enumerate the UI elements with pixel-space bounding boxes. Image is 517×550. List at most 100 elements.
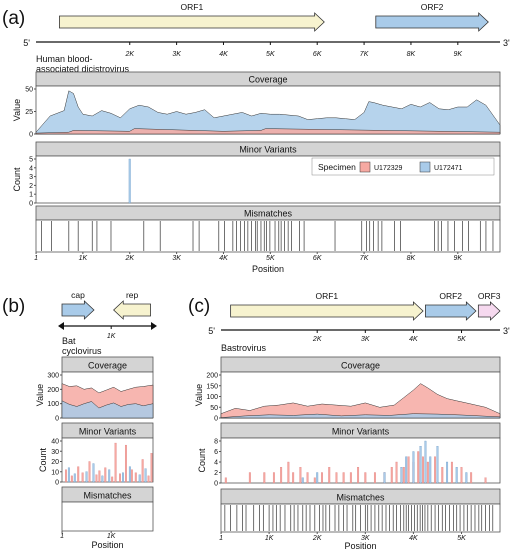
variant-bar (81, 472, 84, 483)
variant-bar (280, 467, 283, 484)
variant-bar (85, 471, 88, 483)
coverage-area-series-2 (61, 400, 154, 419)
genome-tick-label: 5K (457, 336, 466, 343)
genome-map-a: 5' 3' 2K 3K 4K 5K 6K 7K 8K 9K Human blood-associat… (23, 2, 510, 74)
genome-name-line: Human blood- (36, 54, 93, 64)
five-prime-label: 5' (208, 326, 215, 336)
genome-name-line: cyclovirus (62, 346, 102, 356)
variant-bar (104, 467, 107, 483)
track-title: Minor Variants (332, 427, 390, 437)
minor-variants-track-c: Minor Variants 0 2 4 6 8 Count (197, 422, 501, 488)
variant-bar (426, 461, 429, 484)
legend: Specimen U172329 U172471 (311, 157, 495, 176)
three-prime-label: 3' (503, 38, 510, 48)
gene-label-orf1: ORF1 (315, 291, 338, 301)
x-tick-label: 5K (266, 255, 275, 262)
variant-bar (70, 475, 73, 483)
y-tick-label: 4 (29, 165, 33, 172)
variant-bar (390, 467, 393, 484)
x-tick-label: 2K (124, 255, 134, 262)
variant-bar (108, 469, 111, 483)
x-tick-label: 2K (312, 535, 322, 542)
variant-bar (383, 472, 386, 484)
track-title: Mismatches (83, 491, 132, 501)
variant-bar (101, 475, 104, 483)
variant-bar (436, 446, 439, 484)
variant-bar (128, 466, 131, 483)
legend-swatch (359, 161, 371, 173)
x-tick-label: 1 (60, 533, 64, 540)
x-tick-label: 1K (107, 533, 116, 540)
variant-bar (470, 472, 473, 484)
variant-bar (407, 456, 410, 484)
y-tick-label: 50 (210, 405, 218, 412)
x-tick-label: 4K (409, 535, 418, 542)
variant-bar (306, 472, 309, 484)
track-title: Mismatches (244, 209, 293, 219)
gene-arrow-orf1 (59, 12, 325, 32)
y-tick-label: 1 (29, 192, 33, 199)
variant-bar (272, 472, 275, 484)
variant-bar (95, 474, 98, 483)
gene-arrow-orf2 (425, 301, 477, 321)
variant-bar (484, 477, 487, 484)
genome-name-line: Bastrovirus (221, 343, 267, 353)
x-tick-label: 3K (361, 535, 370, 542)
y-tick-label: 0 (55, 480, 59, 487)
genome-tick-label: 4K (219, 51, 228, 58)
gene-label-orf3: ORF3 (478, 291, 501, 301)
gene-label-rep: rep (126, 290, 139, 300)
panel-label-c: (c) (188, 296, 210, 317)
variant-bar (465, 472, 468, 484)
legend-label: U172471 (434, 165, 463, 172)
variant-bar (224, 477, 227, 484)
track-title: Minor Variants (79, 427, 137, 437)
variant-bar (455, 467, 458, 484)
track-title: Minor Variants (239, 145, 297, 155)
gene-label-orf2: ORF2 (421, 2, 444, 12)
x-tick-label: 4K (219, 255, 228, 262)
genome-map-c: 5' 3' 2K 3K 4K 5K Bastrovirus ORF1 ORF2 ORF3 (208, 291, 510, 353)
genome-tick-label: 7K (360, 51, 369, 58)
x-axis-label: Position (252, 264, 284, 274)
variant-bar (114, 442, 117, 483)
variant-bar (147, 475, 150, 483)
variant-bar (130, 469, 133, 483)
x-tick-label: 1 (34, 255, 38, 262)
variant-bar (88, 461, 91, 483)
variant-bar (150, 453, 153, 483)
variant-bar (419, 446, 422, 484)
y-tick-label: 150 (206, 383, 218, 390)
variant-bar (134, 472, 137, 483)
gene-arrow-orf2 (375, 12, 489, 32)
variant-bar (263, 472, 266, 484)
y-tick-label: 0 (55, 416, 59, 423)
y-tick-label: 0 (214, 416, 218, 423)
legend-title: Specimen (318, 162, 356, 172)
x-tick-label: 1 (219, 535, 223, 542)
track-plot-area (61, 437, 154, 483)
y-tick-label: 0 (29, 201, 33, 208)
y-axis-label: Value (12, 99, 22, 121)
gene-arrow-rep (113, 300, 151, 320)
y-tick-label: 2 (29, 183, 33, 190)
mismatches-track-c: Mismatches 1 1K 2K 3K 4K 5K Position (219, 488, 501, 550)
gene-arrow-orf1 (230, 301, 424, 321)
panel-label-b: (b) (2, 296, 25, 317)
variant-bar (73, 473, 76, 483)
track-plot-area (61, 501, 154, 532)
legend-label: U172329 (374, 165, 403, 172)
y-tick-label: 30 (51, 449, 59, 456)
variant-bar (405, 456, 408, 484)
y-tick-label: 4 (214, 460, 218, 467)
genome-tick-label: 6K (313, 51, 322, 58)
track-title: Coverage (248, 75, 287, 85)
variant-bar (287, 461, 290, 484)
coverage-area-series-2 (220, 413, 501, 419)
y-tick-label: 200 (206, 373, 218, 380)
variant-bar (349, 472, 352, 484)
coverage-area-series-1 (35, 90, 501, 135)
